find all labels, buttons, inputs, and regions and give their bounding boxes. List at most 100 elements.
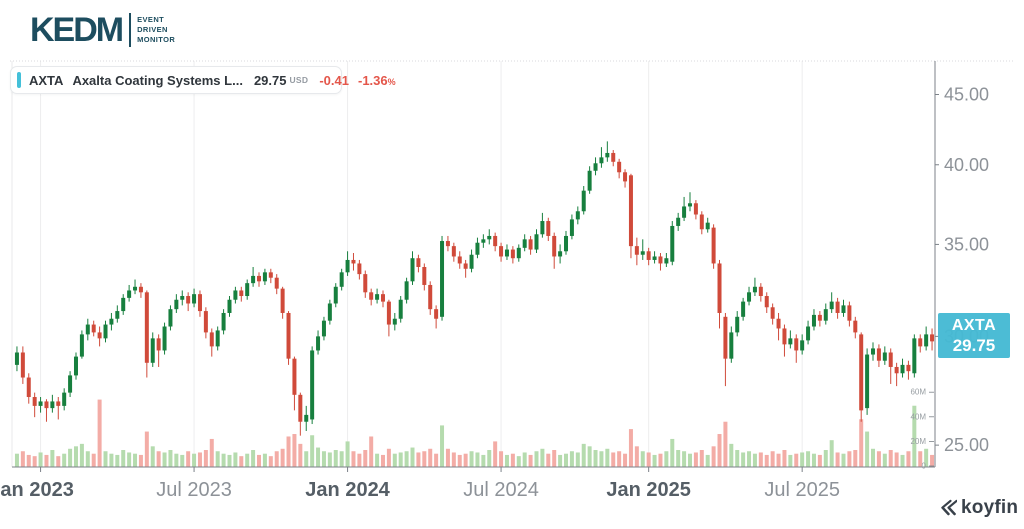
kedm-logo-tagline: EVENT DRIVEN MONITOR	[137, 11, 175, 49]
volume-bar	[109, 453, 114, 467]
candle-body	[788, 338, 793, 345]
x-axis-labels: Jan 2023 Jul 2023 Jan 2024 Jul 2024 Jan 2025…	[0, 467, 840, 501]
volume-bar	[85, 451, 90, 467]
candles-layer	[14, 141, 935, 436]
volume-tick-label: 60M	[910, 388, 926, 397]
candle-body	[73, 356, 78, 376]
candle-body	[422, 266, 427, 285]
volume-bar	[150, 446, 155, 467]
volume-bar	[428, 448, 433, 467]
volume-bar	[422, 451, 427, 467]
volume-bar	[375, 453, 380, 467]
candle-body	[617, 161, 622, 173]
volume-bar	[717, 434, 722, 467]
volume-bar	[528, 454, 533, 467]
volume-bar	[687, 453, 692, 467]
volume-bar	[522, 452, 527, 467]
volume-bar	[747, 451, 752, 467]
candle-body	[853, 320, 858, 333]
candle-body	[215, 330, 220, 347]
candle-body	[14, 352, 19, 365]
candle-body	[316, 336, 321, 351]
volume-bar	[203, 450, 208, 467]
candle-body	[121, 297, 126, 312]
volume-bar	[339, 451, 344, 467]
volume-bar	[310, 435, 315, 467]
volume-bar	[115, 454, 120, 467]
volume-bar	[469, 451, 474, 467]
candle-body	[162, 326, 167, 351]
volume-bar	[233, 452, 238, 467]
volume-bar	[404, 451, 409, 467]
series-color-accent	[17, 72, 21, 88]
koyfin-watermark: koyfin	[936, 497, 1018, 519]
candle-body	[416, 258, 421, 267]
y-tick-label: 25.00	[944, 435, 989, 455]
volume-bar	[823, 450, 828, 467]
security-header-card[interactable]: AXTA Axalta Coating Systems L... 29.75 U…	[10, 66, 396, 94]
volume-bar	[493, 441, 498, 467]
candle-body	[516, 247, 521, 259]
volume-bar	[73, 446, 78, 467]
candle-body	[882, 352, 887, 361]
kedm-logo-divider	[129, 13, 132, 47]
candle-body	[534, 234, 539, 250]
volume-bar	[664, 451, 669, 467]
volume-bar	[416, 452, 421, 467]
volume-bar	[274, 451, 279, 467]
volume-bar	[103, 451, 108, 467]
candle-body	[682, 206, 687, 218]
candle-body	[280, 288, 285, 313]
candle-body	[62, 392, 67, 406]
candle-body	[817, 314, 822, 321]
candle-body	[463, 263, 468, 269]
candle-body	[138, 286, 143, 293]
volume-bar	[859, 419, 864, 467]
volume-bar	[605, 448, 610, 467]
candle-body	[912, 338, 917, 374]
candle-body	[268, 272, 273, 278]
candle-body	[310, 350, 315, 420]
volume-bar	[268, 456, 273, 467]
candle-body	[581, 190, 586, 212]
candle-body	[552, 235, 557, 257]
volume-bar	[192, 453, 197, 467]
volume-bar	[186, 451, 191, 467]
volume-bar	[534, 451, 539, 467]
candle-body	[286, 312, 291, 359]
tagline-line-2: DRIVEN	[137, 25, 168, 34]
volume-bar	[924, 448, 929, 467]
volume-layer	[14, 399, 935, 467]
x-tick-label: Jan 2023	[0, 479, 74, 501]
volume-bar	[735, 450, 740, 467]
volume-bar	[794, 453, 799, 467]
volume-bar	[587, 446, 592, 467]
candle-body	[475, 242, 480, 255]
candle-body	[351, 259, 356, 264]
volume-bar	[351, 451, 356, 467]
candle-body	[428, 284, 433, 310]
candle-body	[522, 239, 527, 248]
volume-bar	[871, 448, 876, 467]
volume-bar	[841, 453, 846, 467]
volume-bar	[457, 454, 462, 467]
candle-body	[363, 274, 368, 293]
volume-bar	[776, 453, 781, 467]
candle-body	[369, 292, 374, 300]
candle-body	[652, 256, 657, 260]
candle-body	[752, 286, 757, 293]
candle-body	[640, 251, 645, 255]
candle-body	[894, 366, 899, 374]
volume-bar	[32, 456, 37, 467]
volume-bar	[56, 456, 61, 467]
volume-bar	[26, 454, 31, 467]
volume-bar	[487, 450, 492, 467]
candle-body	[687, 203, 692, 207]
candle-body	[180, 296, 185, 300]
volume-bar	[68, 448, 73, 467]
volume-bar	[711, 446, 716, 467]
volume-bar	[451, 452, 456, 467]
